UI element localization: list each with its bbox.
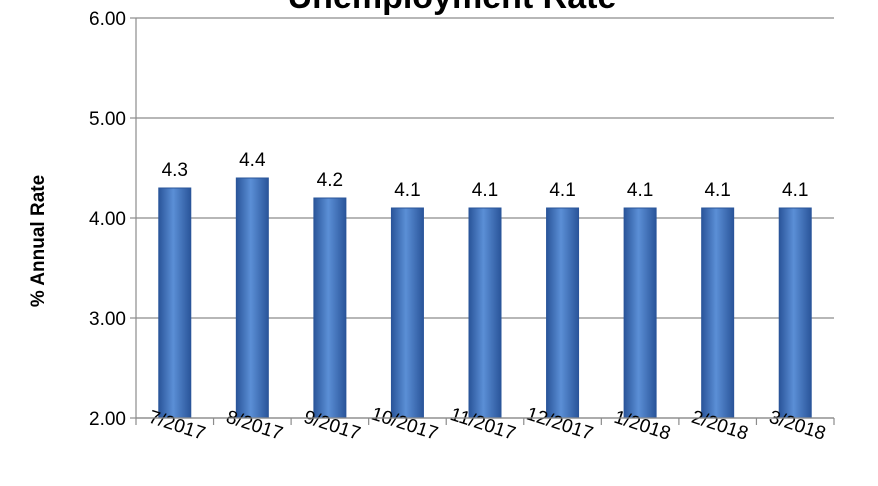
bar (236, 178, 268, 418)
bar (547, 208, 579, 418)
data-label: 4.1 (394, 180, 420, 201)
data-label: 4.3 (162, 160, 188, 181)
bar (779, 208, 811, 418)
y-tick-label: 5.00 (89, 109, 126, 130)
data-label: 4.1 (472, 180, 498, 201)
y-tick-labels: 2.00 3.00 4.00 5.00 6.00 (89, 9, 126, 430)
chart-title: Unemployment Rate (288, 0, 617, 16)
bar (702, 208, 734, 418)
bar (159, 188, 191, 418)
bar (391, 208, 423, 418)
y-tick-label: 6.00 (89, 9, 126, 30)
y-axis-label: % Annual Rate (28, 175, 49, 307)
y-tick-label: 4.00 (89, 209, 126, 230)
data-label: 4.1 (782, 180, 808, 201)
data-label: 4.4 (239, 150, 266, 171)
bar (469, 208, 501, 418)
data-label: 4.2 (317, 170, 343, 191)
y-tick-label: 3.00 (89, 309, 126, 330)
data-label: 4.1 (627, 180, 653, 201)
data-label: 4.1 (549, 180, 575, 201)
bar (624, 208, 656, 418)
bars (159, 178, 811, 418)
y-tick-label: 2.00 (89, 409, 126, 430)
bar (314, 198, 346, 418)
data-label: 4.1 (704, 180, 730, 201)
